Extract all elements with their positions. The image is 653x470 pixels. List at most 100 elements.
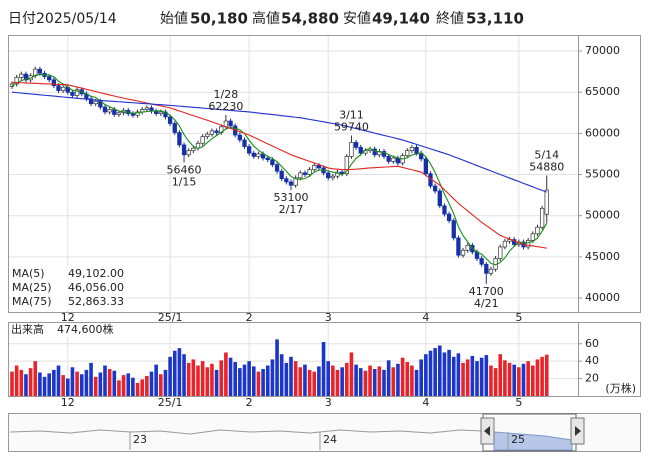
volume-bar	[252, 366, 256, 396]
candle-body	[200, 136, 205, 144]
candle-body	[460, 249, 466, 256]
volume-bar	[345, 362, 349, 396]
annotation-text: 4/21	[474, 297, 499, 310]
candle-body	[251, 152, 256, 157]
legend-name: MA(75)	[12, 295, 52, 308]
volume-bar	[298, 367, 303, 396]
volume-bar	[475, 361, 479, 396]
volume-bar	[424, 354, 428, 396]
volume-bar	[93, 376, 98, 396]
candle-body	[525, 240, 531, 248]
y-tick-label: 45000	[585, 250, 620, 263]
volume-bar	[419, 359, 423, 396]
volume-bar	[270, 359, 275, 396]
y-tick-label: 70000	[585, 44, 620, 57]
candle-body	[312, 165, 317, 170]
volume-bar	[531, 365, 535, 396]
volume-bar	[10, 371, 14, 396]
volume-bar	[28, 368, 33, 396]
volume-bar	[56, 365, 61, 396]
volume-bar	[33, 361, 38, 396]
x-tick-label: 12	[61, 311, 75, 324]
volume-bar	[42, 376, 47, 396]
candle-body	[386, 156, 391, 162]
volume-bar	[145, 375, 149, 396]
y-tick-label: 60	[585, 337, 599, 350]
volume-bar	[331, 365, 335, 396]
candle-body	[135, 111, 140, 116]
year-label: 25	[511, 433, 525, 446]
field-value: 53,110	[466, 10, 524, 28]
ma-line	[11, 81, 547, 249]
volume-bar	[219, 360, 224, 396]
volume-bar	[172, 350, 177, 396]
y-tick-label: 40000	[585, 291, 620, 304]
volume-bar	[47, 373, 51, 396]
candle-body	[484, 263, 489, 274]
unit-label: (万株)	[605, 381, 636, 395]
candle-body	[172, 123, 177, 133]
candle-body	[344, 156, 349, 175]
x-tick-label: 2	[246, 396, 253, 409]
y-tick-label: 40	[585, 354, 599, 367]
volume-bar	[186, 362, 191, 396]
candle-body	[154, 110, 159, 114]
annotation-text: 1/28	[214, 88, 239, 101]
volume-bar	[438, 345, 442, 396]
candle-body	[479, 258, 484, 265]
volume-bar	[75, 371, 79, 396]
y-tick-label: 50000	[585, 209, 620, 222]
candle-body	[488, 268, 494, 274]
volume-bar	[121, 375, 126, 396]
volume-bar	[544, 354, 549, 396]
volume-bar	[489, 365, 493, 396]
volume-bar	[14, 365, 19, 396]
field-label: 始値	[160, 11, 188, 27]
legend-name: MA(25)	[12, 281, 52, 294]
x-tick-label: 25/1	[158, 396, 183, 409]
volume-bar	[70, 367, 75, 396]
x-tick-label: 5	[515, 311, 522, 324]
legend-name: MA(5)	[12, 267, 45, 280]
volume-bar	[535, 359, 540, 396]
volume-bar	[214, 369, 219, 396]
volume-bar	[247, 361, 251, 396]
volume-bar	[433, 348, 437, 396]
x-tick-label: 4	[422, 311, 429, 324]
candle-body	[14, 77, 19, 85]
candle-body	[423, 158, 428, 175]
volume-bar	[293, 361, 298, 396]
candle-body	[56, 85, 61, 91]
candle-body	[498, 246, 503, 259]
volume-bar	[512, 364, 516, 396]
y-tick-label: 55000	[585, 168, 620, 181]
candle-body	[102, 106, 108, 113]
volume-bar	[498, 354, 503, 396]
volume-bar	[447, 349, 451, 396]
candle-body	[349, 142, 354, 157]
candle-body	[298, 172, 303, 179]
candle-body	[186, 150, 191, 156]
volume-bar	[38, 372, 42, 396]
candle-body	[256, 153, 261, 157]
volume-bar	[224, 352, 228, 396]
candle-body	[284, 178, 289, 183]
volume-bar	[289, 356, 293, 396]
volume-bar	[24, 374, 28, 396]
field-value: 54,880	[281, 10, 339, 28]
candle-body	[181, 144, 187, 156]
volume-bar	[396, 363, 400, 396]
volume-bar	[470, 355, 475, 396]
candle-body	[330, 175, 335, 179]
candle-body	[391, 157, 396, 162]
volume-bar	[279, 354, 284, 396]
annotation-text: 54880	[529, 161, 564, 174]
volume-bar	[284, 362, 289, 396]
candle-body	[465, 244, 470, 251]
volume-bar	[540, 356, 544, 396]
candle-body	[88, 98, 94, 105]
volume-bar	[265, 365, 270, 396]
candle-body	[51, 79, 56, 86]
volume-bar	[131, 377, 135, 396]
candle-body	[414, 147, 419, 154]
